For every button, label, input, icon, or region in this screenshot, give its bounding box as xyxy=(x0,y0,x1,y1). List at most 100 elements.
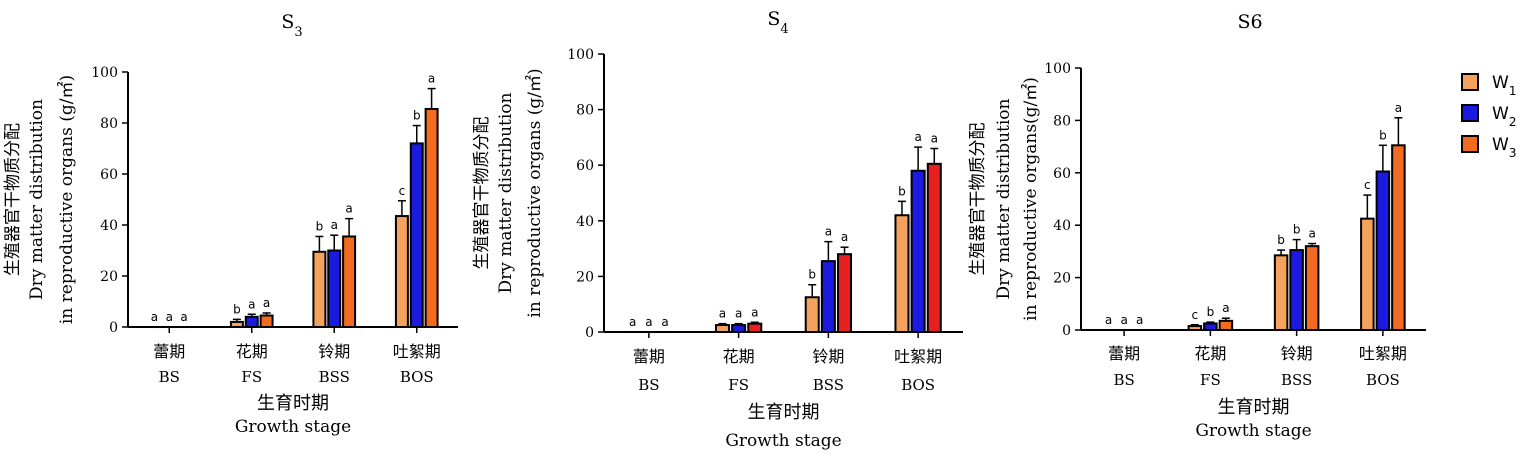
y-axis-label-line: Dry matter distribution xyxy=(994,98,1014,299)
legend-label-subscript: 1 xyxy=(1509,84,1517,98)
y-axis-label-line: 生殖器官干物质分配 xyxy=(3,123,23,276)
bar xyxy=(806,297,819,332)
x-tick-label-cn: 铃期 xyxy=(812,347,844,366)
significance-letter: c xyxy=(399,184,406,198)
significance-letter: a xyxy=(180,310,187,324)
significance-letter: a xyxy=(719,307,726,321)
significance-letter: a xyxy=(1308,227,1315,241)
bar xyxy=(822,261,835,332)
significance-letter: b xyxy=(233,302,241,316)
bar xyxy=(396,216,408,327)
y-tick-label: 60 xyxy=(576,158,594,174)
bar xyxy=(1306,246,1319,330)
significance-letter: a xyxy=(735,307,742,321)
x-tick-label: FS xyxy=(728,376,749,394)
significance-letter: a xyxy=(1395,101,1402,115)
bar xyxy=(912,171,925,332)
significance-letter: b xyxy=(1207,305,1215,319)
significance-letter: a xyxy=(914,130,921,144)
significance-letter: a xyxy=(1105,313,1112,327)
bar xyxy=(261,316,273,327)
y-tick-label: 20 xyxy=(576,269,594,285)
y-tick-label: 0 xyxy=(109,320,118,336)
bar xyxy=(1290,250,1303,330)
significance-letter: a xyxy=(629,315,636,329)
x-axis-label: Growth stage xyxy=(725,431,841,451)
significance-letter: b xyxy=(413,109,421,123)
legend-swatch xyxy=(1462,136,1478,152)
y-axis-label-line: in reproductive organs(g/㎡) xyxy=(1021,77,1041,321)
chart-s6: S6 生殖器官干物质分配 Dry matter distribution in rep… xyxy=(968,11,1426,441)
legend-label: W2 xyxy=(1492,104,1516,129)
bar xyxy=(328,251,340,328)
bar xyxy=(1392,145,1405,330)
x-tick-label: BSS xyxy=(319,368,350,386)
bar xyxy=(246,317,258,327)
significance-letter: a xyxy=(645,315,652,329)
significance-letter: a xyxy=(661,315,668,329)
chart-title: S6 xyxy=(1237,11,1262,33)
x-axis-label: Growth stage xyxy=(1195,421,1311,441)
y-tick-label: 40 xyxy=(100,218,118,234)
chart-title-subscript: 4 xyxy=(780,22,788,37)
significance-letter: a xyxy=(428,72,435,86)
chart-title: S3 xyxy=(281,11,302,40)
x-axis-label-cn: 生育时期 xyxy=(257,393,329,414)
x-tick-label: FS xyxy=(241,368,262,386)
significance-letter: a xyxy=(931,132,938,146)
y-tick-label: 80 xyxy=(100,116,118,132)
y-tick-label: 40 xyxy=(576,214,594,230)
x-tick-label-cn: 吐絮期 xyxy=(393,342,441,361)
significance-letter: c xyxy=(1192,308,1199,322)
x-tick-label-cn: 铃期 xyxy=(1281,344,1313,363)
x-tick-label-cn: 蕾期 xyxy=(153,342,185,361)
significance-letter: a xyxy=(263,296,270,310)
y-tick-label: 0 xyxy=(1062,323,1071,339)
y-axis-label-line: Dry matter distribution xyxy=(27,99,47,300)
chart-title-subscript: 3 xyxy=(294,25,302,40)
x-tick-label: BSS xyxy=(813,376,844,394)
bar xyxy=(411,143,423,327)
legend: W1 W2 W3 xyxy=(1462,73,1516,160)
legend-label-subscript: 3 xyxy=(1509,146,1517,160)
y-axis-label-line: 生殖器官干物质分配 xyxy=(472,117,492,270)
y-tick-label: 20 xyxy=(1053,271,1071,287)
x-tick-label-cn: 花期 xyxy=(236,342,268,361)
bar xyxy=(343,236,355,327)
bar xyxy=(838,254,851,332)
legend-label: W3 xyxy=(1492,135,1516,160)
y-tick-label: 0 xyxy=(585,325,594,341)
significance-letter: b xyxy=(316,219,324,233)
bar xyxy=(1361,219,1374,330)
bar xyxy=(895,215,908,332)
significance-letter: b xyxy=(1277,233,1285,247)
x-tick-label-cn: 蕾期 xyxy=(633,347,665,366)
x-tick-label: FS xyxy=(1200,371,1221,389)
x-axis-label-cn: 生育时期 xyxy=(748,402,820,423)
significance-letter: b xyxy=(898,184,906,198)
y-axis-label-line: Dry matter distribution xyxy=(496,92,516,293)
x-axis-label-cn: 生育时期 xyxy=(1218,397,1290,418)
significance-letter: c xyxy=(1364,178,1371,192)
chart-s4: S4 生殖器官干物质分配 Dry matter distribution in rep… xyxy=(472,8,963,451)
legend-swatch xyxy=(1462,74,1478,90)
figure: S3生殖器官干物质分配 Dry matter distribution in rep… xyxy=(0,0,1535,462)
x-tick-label-cn: 花期 xyxy=(1194,344,1226,363)
bar xyxy=(716,325,729,332)
legend-label-subscript: 2 xyxy=(1509,115,1517,129)
significance-letter: a xyxy=(1136,313,1143,327)
significance-letter: a xyxy=(345,202,352,216)
bar xyxy=(313,252,325,327)
significance-letter: b xyxy=(1293,223,1301,237)
significance-letter: a xyxy=(841,230,848,244)
x-tick-label: BOS xyxy=(400,368,434,386)
significance-letter: a xyxy=(331,218,338,232)
x-tick-label-cn: 吐絮期 xyxy=(1359,344,1407,363)
x-tick-label-cn: 吐絮期 xyxy=(894,347,942,366)
y-axis-label-line: in reproductive organs (g/㎡) xyxy=(57,75,77,324)
y-tick-label: 80 xyxy=(576,103,594,119)
y-tick-label: 60 xyxy=(1053,166,1071,182)
x-tick-label: BS xyxy=(159,368,180,386)
significance-letter: b xyxy=(1379,128,1387,142)
x-tick-label-cn: 蕾期 xyxy=(1108,344,1140,363)
